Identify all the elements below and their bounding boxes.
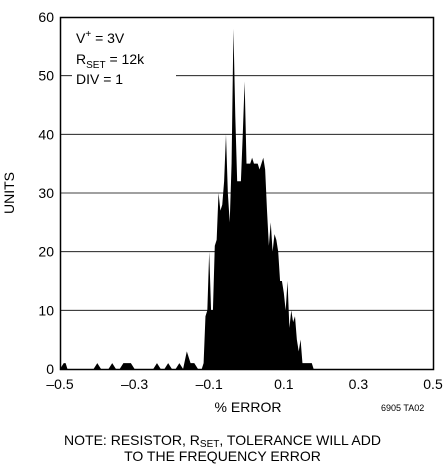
y-tick-label: 20	[38, 244, 54, 260]
annotation-div: DIV = 1	[76, 71, 123, 87]
x-tick-label: –0.1	[196, 376, 223, 392]
y-tick-label: 30	[38, 185, 54, 201]
x-tick-label: 0.3	[349, 376, 369, 392]
annotation-voltage: V+ = 3V	[76, 29, 125, 46]
y-tick-label: 60	[38, 9, 54, 25]
y-tick-label: 10	[38, 302, 54, 318]
x-axis-label: % ERROR	[215, 399, 282, 415]
footnote-text-1: NOTE: RESISTOR, R	[64, 432, 200, 448]
figure-code: 6905 TA02	[381, 403, 424, 413]
footnote-line-2: TO THE FREQUENCY ERROR	[124, 448, 321, 464]
y-tick-label: 50	[38, 68, 54, 84]
plot-frame	[59, 16, 435, 371]
footnote-subscript: SET	[199, 439, 220, 450]
legend-box	[72, 22, 176, 92]
x-tick-label: 0.5	[423, 376, 443, 392]
y-axis-label: UNITS	[1, 172, 17, 214]
x-tick-label: 0.1	[274, 376, 294, 392]
footnote: NOTE: RESISTOR, RSET, TOLERANCE WILL ADD	[0, 432, 445, 453]
x-tick-label: –0.5	[46, 376, 73, 392]
annotation-rset: RSET = 12k	[76, 51, 145, 71]
footnote-text-2: , TOLERANCE WILL ADD	[219, 432, 381, 448]
x-tick-label: –0.3	[121, 376, 148, 392]
axis-ticks: 0 10 20 30 40 50 60 –0.5 –0.3 –0.1 0.1 0.3 0.5	[38, 9, 443, 392]
y-tick-label: 40	[38, 126, 54, 142]
y-tick-label: 0	[46, 361, 54, 377]
histogram-area	[60, 28, 433, 369]
